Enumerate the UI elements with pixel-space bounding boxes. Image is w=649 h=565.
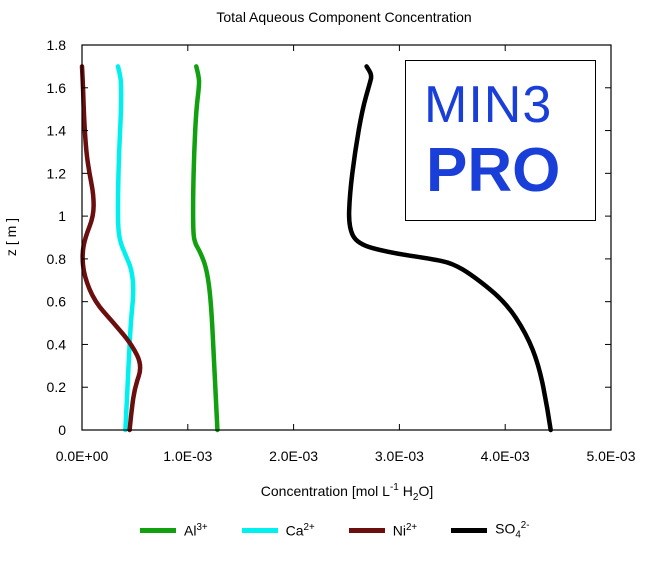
legend-label-so4: SO42- — [495, 520, 530, 541]
concentration-chart: Total Aqueous Component Concentration 0.… — [3, 9, 636, 503]
x-tick-label: 0.0E+00 — [56, 448, 109, 464]
y-tick-label: 0.6 — [47, 294, 67, 310]
y-tick-label: 1.2 — [47, 165, 67, 181]
plot-frame — [81, 44, 612, 431]
x-tick-label: 5.0E-03 — [586, 448, 635, 464]
chart-title: Total Aqueous Component Concentration — [216, 9, 471, 25]
x-axis-label: Concentration [mol L-1 H2O] — [261, 482, 433, 503]
legend-swatch-ca — [241, 527, 278, 533]
y-tick-label: 0.4 — [47, 336, 67, 352]
y-tick-label: 1.8 — [47, 37, 67, 53]
legend-item-so4: SO42- — [451, 520, 530, 541]
legend-swatch-al — [140, 527, 176, 533]
y-axis-label: z [ m ] — [3, 218, 19, 256]
series-line-so — [346, 64, 553, 433]
logo-line2: PRO — [426, 136, 561, 205]
legend-item-al: Al3+ — [140, 520, 208, 540]
chart-legend: Al3+ Ca2+ Ni2+ SO42- — [140, 520, 564, 540]
x-tick-label: 4.0E-03 — [481, 448, 530, 464]
legend-item-ca: Ca2+ — [241, 520, 315, 540]
logo-line1: MIN3 — [424, 76, 553, 134]
legend-label-ca: Ca2+ — [285, 521, 315, 539]
legend-item-ni: Ni2+ — [348, 520, 418, 540]
legend-swatch-so4 — [451, 527, 488, 533]
x-tick-label: 1.0E-03 — [163, 448, 212, 464]
legend-swatch-ni — [348, 527, 385, 533]
series-line-al — [190, 64, 220, 433]
series-line-ni — [79, 64, 143, 433]
y-tick-label: 0.8 — [47, 251, 67, 267]
y-tick-label: 1 — [58, 208, 66, 224]
x-tick-label: 2.0E-03 — [269, 448, 318, 464]
y-tick-label: 0.2 — [47, 379, 67, 395]
y-tick-label: 1.6 — [47, 80, 67, 96]
series-line-ca — [115, 64, 136, 433]
y-tick-label: 1.4 — [47, 123, 67, 139]
min3pro-logo: MIN3 PRO — [405, 60, 596, 221]
y-tick-label: 0 — [58, 422, 66, 438]
legend-label-al: Al3+ — [184, 521, 208, 539]
x-tick-label: 3.0E-03 — [375, 448, 424, 464]
legend-label-ni: Ni2+ — [392, 521, 418, 539]
